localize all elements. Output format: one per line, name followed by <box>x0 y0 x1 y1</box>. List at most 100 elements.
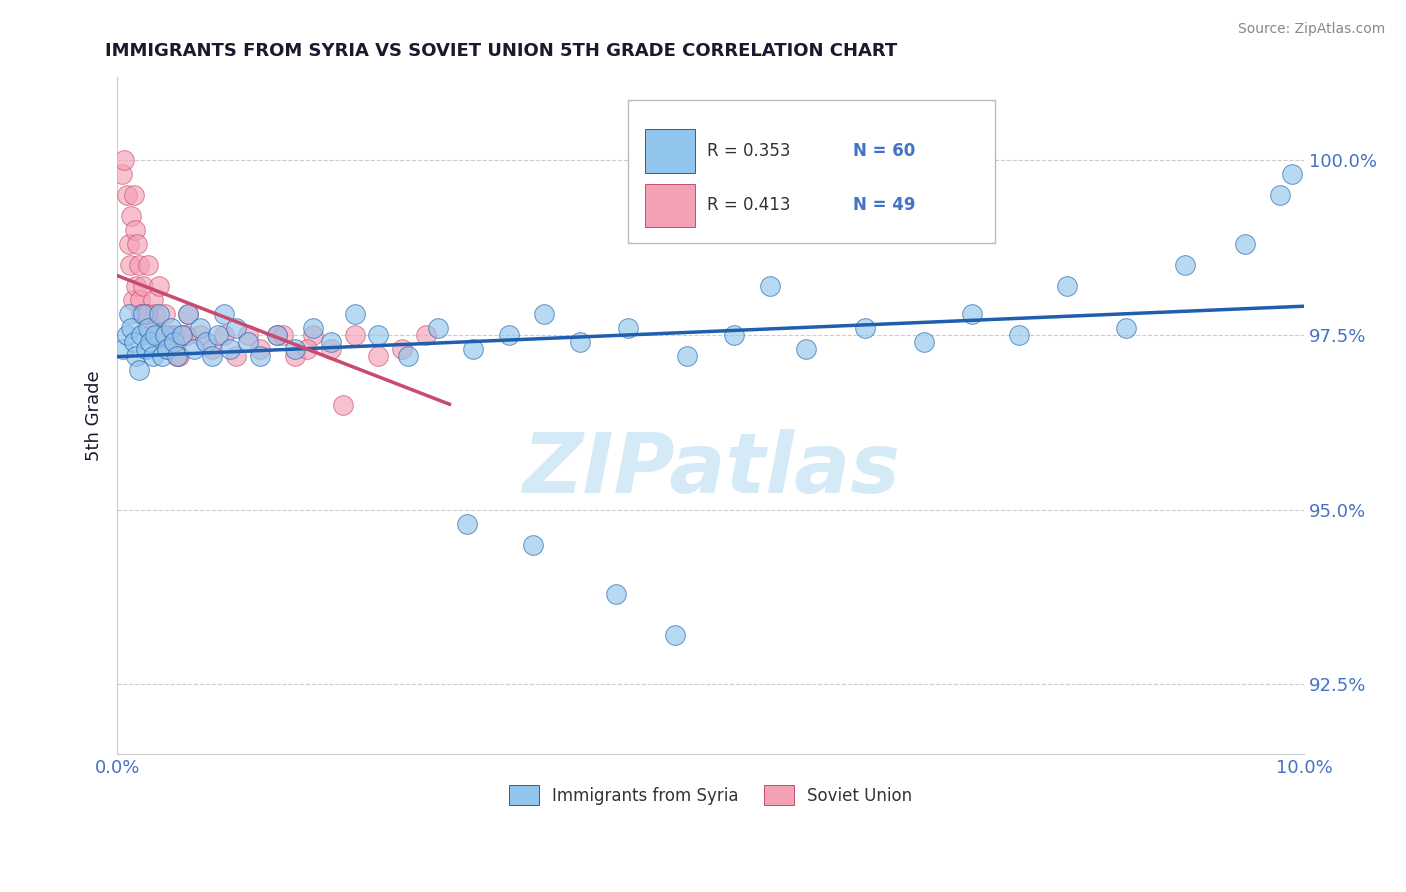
Point <box>266 328 288 343</box>
Point <box>128 258 150 272</box>
Text: R = 0.413: R = 0.413 <box>707 196 790 214</box>
Point <box>120 258 142 272</box>
Point <box>249 349 271 363</box>
Y-axis label: 5th Grade: 5th Grade <box>86 370 103 460</box>
Point <box>723 328 745 343</box>
Point <box>367 349 389 363</box>
Point <box>1008 328 1031 343</box>
Point <box>163 328 186 343</box>
Point <box>143 307 166 321</box>
Point <box>225 349 247 363</box>
Point <box>236 334 259 349</box>
Point <box>569 334 592 349</box>
Point <box>249 342 271 356</box>
Point <box>132 279 155 293</box>
Point <box>266 328 288 343</box>
Point <box>177 307 200 321</box>
Point <box>284 342 307 356</box>
Point <box>139 334 162 349</box>
Point <box>201 349 224 363</box>
Point <box>115 188 138 202</box>
Point <box>159 321 181 335</box>
Text: N = 60: N = 60 <box>853 142 915 161</box>
Point <box>295 342 318 356</box>
Point <box>150 328 173 343</box>
Point <box>111 168 134 182</box>
Point <box>163 334 186 349</box>
Point <box>759 279 782 293</box>
Point <box>166 349 188 363</box>
Point <box>118 307 141 321</box>
Point <box>115 328 138 343</box>
Point <box>426 321 449 335</box>
Point <box>188 321 211 335</box>
Point <box>112 342 135 356</box>
Point <box>343 307 366 321</box>
Point <box>201 342 224 356</box>
Point <box>391 342 413 356</box>
Point <box>1281 168 1303 182</box>
Point <box>148 328 170 343</box>
Point <box>148 307 170 321</box>
Point <box>112 153 135 168</box>
Point <box>174 328 197 343</box>
Point <box>120 321 142 335</box>
Point <box>139 328 162 343</box>
Point <box>129 307 152 321</box>
Point <box>129 328 152 343</box>
Point <box>302 321 325 335</box>
Point <box>177 307 200 321</box>
Point <box>533 307 555 321</box>
Point <box>150 349 173 363</box>
Text: N = 49: N = 49 <box>853 196 915 214</box>
Point <box>136 321 159 335</box>
Point <box>212 307 235 321</box>
Point <box>319 334 342 349</box>
Point <box>166 349 188 363</box>
Point <box>120 209 142 223</box>
Point <box>195 334 218 349</box>
Point <box>522 538 544 552</box>
Text: ZIPatlas: ZIPatlas <box>522 429 900 510</box>
FancyBboxPatch shape <box>645 129 695 173</box>
Point <box>118 237 141 252</box>
Point <box>396 349 419 363</box>
Point <box>153 328 176 343</box>
Point <box>122 188 145 202</box>
Point <box>122 334 145 349</box>
Point <box>148 279 170 293</box>
Point <box>853 321 876 335</box>
Point <box>132 307 155 321</box>
Point <box>135 342 157 356</box>
Point <box>225 321 247 335</box>
Point <box>463 342 485 356</box>
Point <box>207 328 229 343</box>
Point <box>142 349 165 363</box>
Point <box>156 342 179 356</box>
Point <box>125 349 148 363</box>
Point <box>284 349 307 363</box>
Point <box>415 328 437 343</box>
Text: IMMIGRANTS FROM SYRIA VS SOVIET UNION 5TH GRADE CORRELATION CHART: IMMIGRANTS FROM SYRIA VS SOVIET UNION 5T… <box>105 42 897 60</box>
Point <box>605 586 627 600</box>
Point <box>167 349 190 363</box>
Point <box>142 293 165 307</box>
Point <box>183 342 205 356</box>
Point <box>960 307 983 321</box>
Point <box>302 328 325 343</box>
Point <box>794 342 817 356</box>
Point <box>664 628 686 642</box>
Point <box>127 237 149 252</box>
Point <box>121 293 143 307</box>
Point <box>135 307 157 321</box>
Legend: Immigrants from Syria, Soviet Union: Immigrants from Syria, Soviet Union <box>501 777 921 814</box>
Text: R = 0.353: R = 0.353 <box>707 142 790 161</box>
Point <box>1233 237 1256 252</box>
Point <box>273 328 295 343</box>
Point <box>125 279 148 293</box>
Point <box>367 328 389 343</box>
Point <box>153 307 176 321</box>
Point <box>172 328 194 343</box>
Point <box>159 328 181 343</box>
Point <box>136 258 159 272</box>
